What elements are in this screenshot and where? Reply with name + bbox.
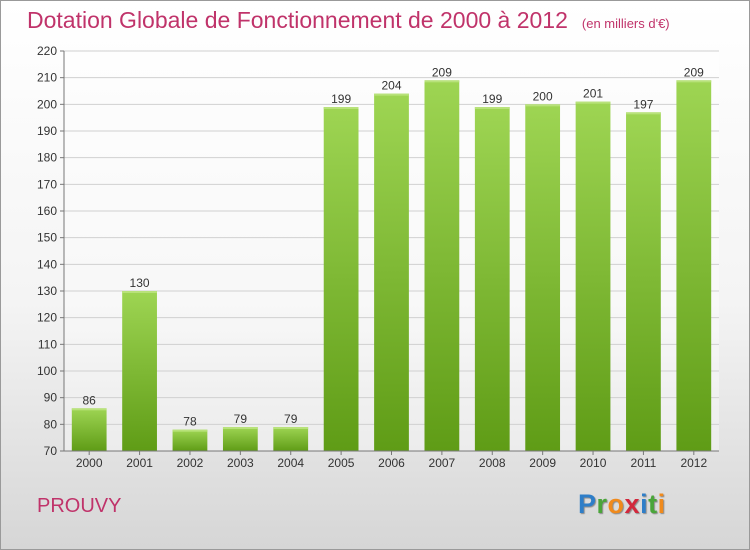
y-tick-label: 80 [44, 417, 58, 431]
bar-value-label: 204 [381, 79, 401, 93]
bar-highlight [575, 101, 611, 104]
logo-letter: P [578, 489, 597, 519]
bar-highlight [626, 112, 661, 115]
bar [474, 107, 510, 451]
bar-highlight [424, 80, 460, 83]
y-tick-label: 210 [37, 71, 57, 85]
bar-value-label: 78 [183, 415, 197, 429]
y-tick-label: 200 [37, 97, 57, 111]
bar [323, 107, 359, 451]
bar [222, 427, 258, 451]
bar [273, 427, 309, 451]
bar [676, 80, 712, 451]
logo-letter: i [640, 489, 649, 519]
bar-highlight [676, 80, 712, 83]
logo-letter: r [596, 489, 608, 519]
y-tick-label: 160 [37, 204, 57, 218]
proxiti-logo: Proxiti [578, 489, 666, 520]
bar-value-label: 79 [284, 412, 298, 426]
y-tick-label: 70 [44, 444, 58, 458]
bar-value-label: 200 [533, 89, 553, 103]
bar [575, 101, 611, 452]
x-tick-label: 2002 [177, 456, 204, 470]
bar-highlight [525, 104, 561, 107]
x-tick-label: 2001 [126, 456, 153, 470]
bar [424, 80, 460, 451]
bar-value-label: 79 [234, 412, 248, 426]
bars: 86 130 78 79 79 199 204 209 199 200 201 197 209 [71, 65, 712, 452]
y-tick-label: 90 [44, 391, 58, 405]
x-tick-label: 2011 [631, 456, 657, 470]
logo-letter: x [624, 489, 641, 519]
y-tick-label: 110 [38, 337, 57, 351]
logo-letter: o [607, 489, 625, 519]
bar-highlight [374, 93, 409, 96]
y-tick-label: 140 [37, 257, 57, 271]
y-tick-label: 130 [37, 284, 57, 298]
y-tick-label: 180 [37, 151, 57, 165]
axes: 7080901001101201301401501601701801902002… [37, 44, 719, 470]
bar-highlight [474, 107, 510, 109]
bar-value-label: 199 [331, 92, 351, 106]
bar [71, 408, 107, 451]
y-tick-label: 190 [37, 124, 57, 138]
bar [172, 429, 208, 451]
bar-value-label: 130 [130, 276, 150, 290]
bar-value-label: 197 [633, 97, 653, 111]
y-tick-label: 150 [37, 231, 57, 245]
bar-highlight [71, 408, 107, 411]
x-tick-label: 2004 [277, 456, 304, 470]
bar-highlight [122, 291, 157, 293]
bar-highlight [323, 107, 359, 109]
bar-value-label: 209 [432, 65, 452, 79]
bar [525, 104, 561, 451]
y-tick-label: 100 [37, 364, 57, 378]
bar-value-label: 199 [482, 92, 502, 106]
x-tick-label: 2010 [580, 456, 607, 470]
bar-value-label: 201 [583, 87, 603, 101]
x-tick-label: 2009 [529, 456, 556, 470]
y-tick-label: 120 [37, 311, 57, 325]
bar [374, 93, 409, 452]
y-tick-label: 220 [37, 44, 57, 58]
bar-value-label: 209 [684, 65, 704, 79]
x-tick-label: 2003 [227, 456, 254, 470]
bar [122, 291, 157, 451]
x-tick-label: 2005 [328, 456, 355, 470]
x-tick-label: 2008 [479, 456, 506, 470]
bar-value-label: 86 [83, 393, 97, 407]
y-tick-label: 170 [37, 177, 57, 191]
commune-name: PROUVY [37, 495, 122, 517]
bar-highlight [222, 427, 258, 429]
x-tick-label: 2007 [429, 456, 456, 470]
bar-highlight [172, 429, 208, 432]
chart-title: Dotation Globale de Fonctionnement de 20… [27, 7, 670, 34]
x-tick-label: 2012 [680, 456, 707, 470]
logo-letter: t [648, 489, 658, 519]
chart-title-text: Dotation Globale de Fonctionnement de 20… [27, 7, 568, 33]
chart-subtitle: (en milliers d'€) [581, 16, 670, 31]
logo-letter: i [657, 489, 666, 519]
bar [626, 112, 661, 451]
bar-highlight [273, 427, 309, 429]
x-tick-label: 2000 [76, 456, 103, 470]
x-tick-label: 2006 [378, 456, 405, 470]
